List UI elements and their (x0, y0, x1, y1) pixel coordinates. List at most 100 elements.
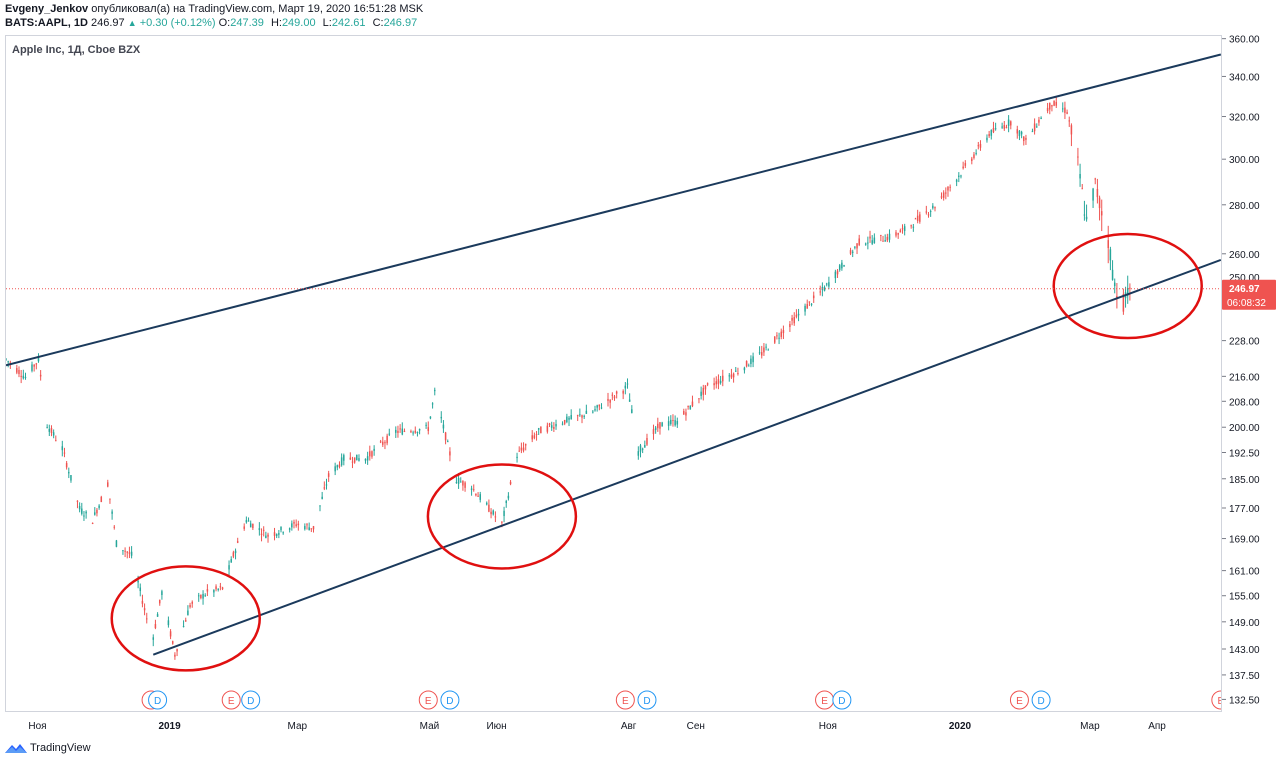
candle-body[interactable] (1033, 123, 1036, 132)
candle-body[interactable] (672, 420, 674, 422)
dividend-marker[interactable] (241, 690, 261, 710)
candle-body[interactable] (609, 399, 611, 403)
candle-body[interactable] (20, 375, 22, 377)
candle-body[interactable] (973, 154, 975, 158)
highlight-circle-1[interactable] (110, 565, 261, 672)
candle-body[interactable] (1025, 137, 1027, 140)
candle-body[interactable] (397, 430, 399, 433)
candle-body[interactable] (338, 464, 341, 467)
candle-body[interactable] (851, 251, 854, 253)
candle-body[interactable] (624, 385, 627, 389)
candle-body[interactable] (986, 137, 988, 141)
candle-body[interactable] (310, 528, 313, 530)
candle-body[interactable] (780, 331, 782, 337)
candle-body[interactable] (888, 233, 891, 240)
candle-body[interactable] (563, 420, 566, 424)
candle-body[interactable] (334, 466, 336, 472)
candle-body[interactable] (637, 451, 640, 456)
candle-body[interactable] (70, 475, 72, 481)
candle-body[interactable] (971, 158, 973, 161)
candle-body[interactable] (200, 594, 202, 598)
candle-body[interactable] (585, 410, 588, 414)
candle-body[interactable] (35, 363, 38, 365)
candle-body[interactable] (353, 457, 356, 463)
candle-body[interactable] (748, 365, 750, 367)
candle-body[interactable] (674, 420, 676, 426)
candle-body[interactable] (197, 595, 200, 597)
candle-body[interactable] (321, 496, 323, 499)
candle-body[interactable] (912, 226, 915, 228)
candle-body[interactable] (717, 379, 720, 385)
earnings-marker[interactable] (1211, 690, 1222, 710)
candle-body[interactable] (576, 415, 579, 417)
candle-body[interactable] (828, 282, 830, 287)
candle-body[interactable] (124, 550, 126, 552)
candle-body[interactable] (940, 196, 943, 198)
candle-body[interactable] (583, 415, 585, 417)
candle-body[interactable] (503, 510, 505, 517)
candle-body[interactable] (659, 422, 661, 429)
candle-body[interactable] (700, 391, 702, 396)
candle-body[interactable] (812, 295, 815, 299)
candle-body[interactable] (626, 383, 629, 385)
candle-body[interactable] (864, 243, 867, 245)
candle-body[interactable] (644, 444, 646, 448)
candle-body[interactable] (964, 163, 967, 166)
candle-body[interactable] (343, 455, 345, 461)
candle-body[interactable] (531, 435, 533, 440)
candle-body[interactable] (932, 205, 934, 209)
candle-body[interactable] (834, 271, 837, 279)
candle-body[interactable] (414, 430, 417, 433)
candle-body[interactable] (323, 487, 326, 489)
candle-body[interactable] (949, 186, 951, 188)
candle-body[interactable] (174, 654, 176, 657)
candle-body[interactable] (570, 415, 572, 420)
candle-body[interactable] (743, 367, 746, 371)
candle-body[interactable] (869, 236, 871, 239)
candle-body[interactable] (622, 390, 624, 394)
candle-body[interactable] (778, 337, 780, 339)
candle-body[interactable] (293, 521, 295, 524)
candle-body[interactable] (1007, 119, 1010, 126)
candle-body[interactable] (600, 407, 603, 409)
candle-body[interactable] (81, 508, 83, 514)
candle-body[interactable] (388, 433, 391, 435)
candle-body[interactable] (1096, 188, 1099, 198)
candle-body[interactable] (1001, 126, 1003, 128)
candle-body[interactable] (522, 447, 525, 451)
candle-body[interactable] (429, 416, 432, 419)
candle-body[interactable] (1023, 136, 1025, 142)
candle-body[interactable] (942, 192, 945, 198)
candle-body[interactable] (65, 463, 68, 468)
candle-body[interactable] (275, 534, 278, 536)
candle-body[interactable] (169, 631, 172, 637)
candle-body[interactable] (243, 526, 245, 529)
candle-body[interactable] (1111, 269, 1114, 280)
candle-body[interactable] (914, 218, 917, 220)
candle-body[interactable] (449, 451, 451, 456)
candle-body[interactable] (927, 214, 930, 216)
candle-body[interactable] (152, 637, 155, 640)
candle-body[interactable] (797, 313, 800, 316)
candle-body[interactable] (854, 246, 856, 248)
candle-body[interactable] (24, 376, 27, 378)
candle-body[interactable] (735, 370, 737, 372)
candle-body[interactable] (94, 512, 96, 515)
candle-body[interactable] (691, 401, 694, 407)
candle-body[interactable] (1003, 125, 1006, 129)
candle-body[interactable] (464, 482, 466, 488)
candle-body[interactable] (509, 481, 512, 485)
candle-body[interactable] (594, 409, 596, 411)
candle-body[interactable] (537, 428, 540, 430)
candle-body[interactable] (540, 426, 542, 434)
time-axis[interactable]: Ноя 2019 Мар Май Июн Авг Сен Ноя 2020 Мар Апр (5, 712, 1222, 738)
candle-body[interactable] (1036, 126, 1038, 128)
candle-body[interactable] (141, 600, 144, 604)
candle-body[interactable] (312, 526, 315, 530)
candle-body[interactable] (249, 523, 252, 528)
candle-body[interactable] (459, 481, 462, 483)
candle-body[interactable] (654, 427, 657, 431)
candle-body[interactable] (806, 304, 808, 309)
candle-body[interactable] (546, 425, 549, 432)
candle-body[interactable] (849, 250, 852, 254)
